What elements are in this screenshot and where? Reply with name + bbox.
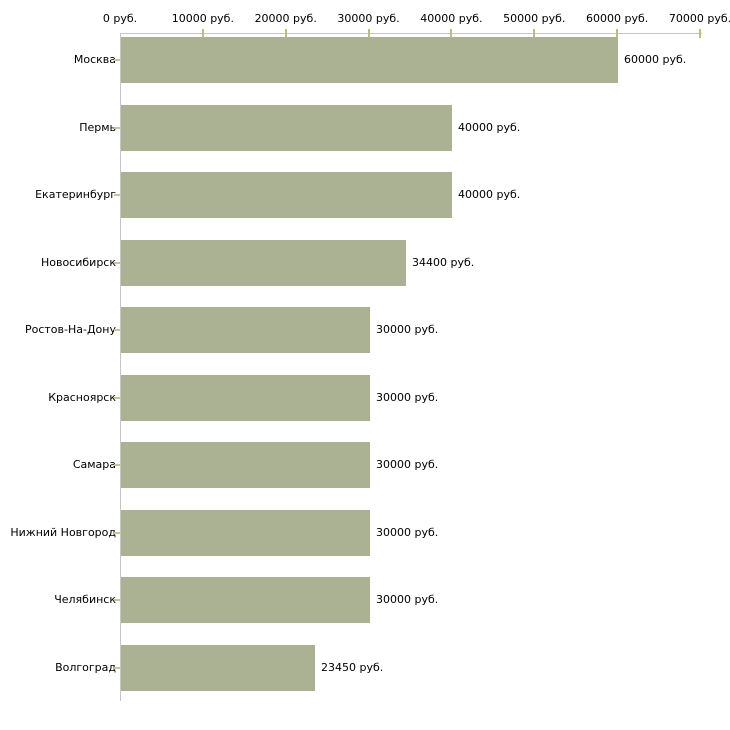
x-tick-mark xyxy=(284,29,287,38)
bar xyxy=(121,37,618,83)
category-label: Нижний Новгород xyxy=(10,526,116,539)
bar-value-label: 30000 руб. xyxy=(376,391,439,404)
category-label: Красноярск xyxy=(48,391,116,404)
y-tick-mark xyxy=(114,262,120,264)
bar xyxy=(121,442,370,488)
category-label: Ростов-На-Дону xyxy=(24,323,116,336)
x-tick-label: 70000 руб. xyxy=(668,12,730,25)
category-label: Волгоград xyxy=(55,661,116,674)
y-axis-line xyxy=(120,33,121,701)
x-tick-mark xyxy=(450,29,453,38)
x-tick-label: 0 руб. xyxy=(102,12,138,25)
bar xyxy=(121,240,406,286)
y-tick-mark xyxy=(114,397,120,399)
y-tick-mark xyxy=(114,329,120,331)
category-label: Челябинск xyxy=(54,593,116,606)
x-tick-mark xyxy=(533,29,536,38)
x-tick-label: 40000 руб. xyxy=(420,12,483,25)
bar xyxy=(121,510,370,556)
category-label: Екатеринбург xyxy=(35,188,116,201)
bar-value-label: 40000 руб. xyxy=(458,188,521,201)
y-tick-mark xyxy=(114,59,120,61)
y-tick-mark xyxy=(114,194,120,196)
x-tick-label: 30000 руб. xyxy=(337,12,400,25)
bar xyxy=(121,307,370,353)
bar-value-label: 30000 руб. xyxy=(376,458,439,471)
y-tick-mark xyxy=(114,532,120,534)
bar-value-label: 23450 руб. xyxy=(321,661,384,674)
bar-value-label: 60000 руб. xyxy=(624,53,687,66)
x-tick-label: 50000 руб. xyxy=(503,12,566,25)
x-tick-mark xyxy=(699,29,701,38)
y-tick-mark xyxy=(114,464,120,466)
bar-value-label: 40000 руб. xyxy=(458,121,521,134)
x-tick-mark xyxy=(201,29,204,38)
bar-value-label: 30000 руб. xyxy=(376,593,439,606)
bar-value-label: 30000 руб. xyxy=(376,526,439,539)
x-tick-label: 20000 руб. xyxy=(254,12,317,25)
x-tick-mark xyxy=(616,29,619,38)
y-tick-mark xyxy=(114,127,120,129)
x-axis-line xyxy=(120,33,702,34)
bar xyxy=(121,577,370,623)
x-tick-label: 60000 руб. xyxy=(586,12,649,25)
category-label: Новосибирск xyxy=(40,256,116,269)
bar xyxy=(121,645,315,691)
bar-value-label: 30000 руб. xyxy=(376,323,439,336)
bar-value-label: 34400 руб. xyxy=(412,256,475,269)
bar xyxy=(121,375,370,421)
category-label: Москва xyxy=(73,53,116,66)
bar xyxy=(121,105,452,151)
y-tick-mark xyxy=(114,599,120,601)
x-tick-label: 10000 руб. xyxy=(171,12,234,25)
category-label: Пермь xyxy=(79,121,116,134)
y-tick-mark xyxy=(114,667,120,669)
bar xyxy=(121,172,452,218)
x-tick-mark xyxy=(367,29,370,38)
category-label: Самара xyxy=(72,458,116,471)
